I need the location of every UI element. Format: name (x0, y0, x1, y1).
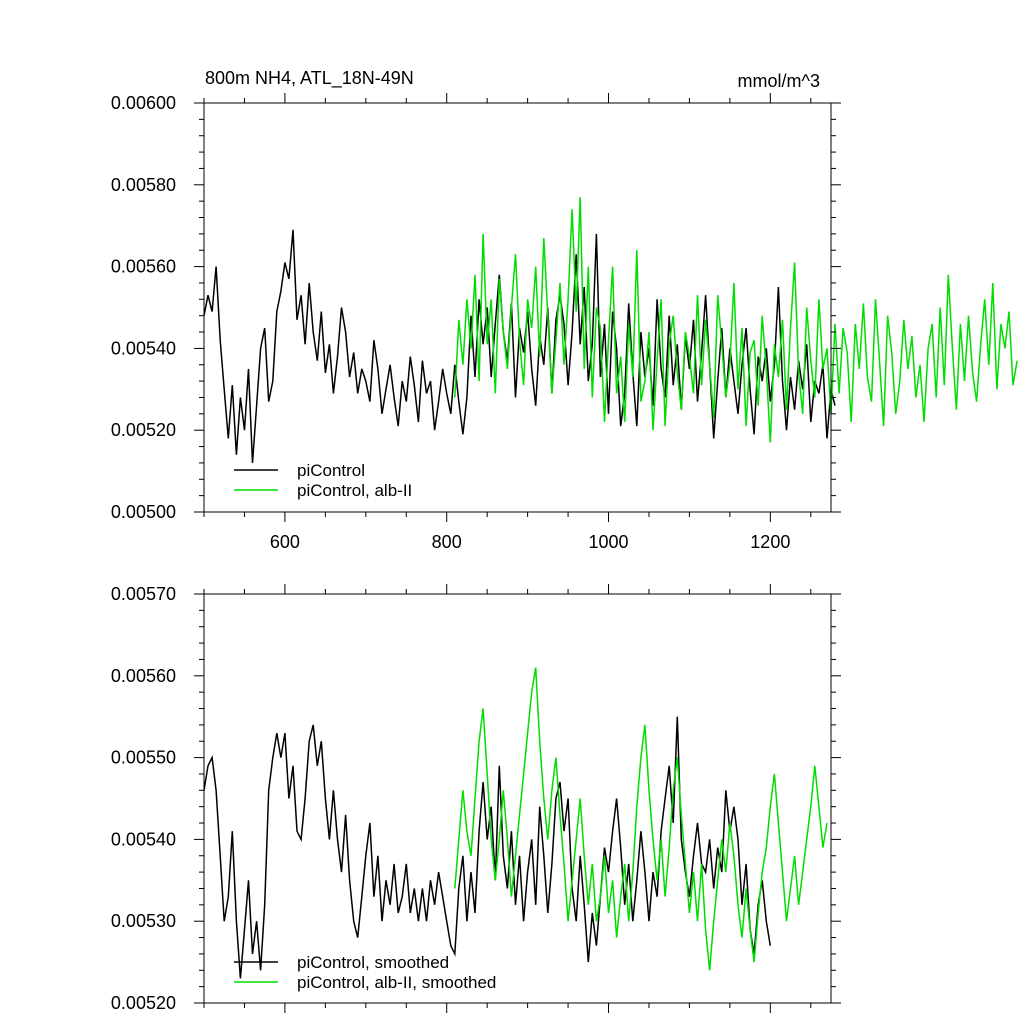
top-x-tick-label: 600 (270, 532, 300, 552)
legend-label-picontrol-smoothed: piControl, smoothed (297, 953, 449, 972)
top-x-tick-label: 1200 (750, 532, 790, 552)
bottom-y-tick-label: 0.00530 (111, 911, 176, 931)
bottom-y-tick-label: 0.00570 (111, 584, 176, 604)
top-x-tick-label: 800 (432, 532, 462, 552)
bottom-axes: 0.00520 0.00530 0.00540 0.00550 0.00560 0.005… (111, 584, 841, 1013)
legend-label-picontrol: piControl (297, 461, 365, 480)
top-y-tick-label: 0.00520 (111, 420, 176, 440)
bottom-y-tick-label: 0.00550 (111, 748, 176, 768)
bottom-legend: piControl, smoothed piControl, alb-II, s… (234, 953, 496, 992)
top-plot: 800m NH4, ATL_18N-49N mmol/m^3 600 800 100… (111, 68, 1018, 552)
bottom-series-group (203, 667, 828, 979)
top-plot-title: 800m NH4, ATL_18N-49N (205, 68, 414, 89)
bottom-y-tick-label: 0.00560 (111, 666, 176, 686)
top-y-tick-label: 0.00540 (111, 338, 176, 358)
bottom-y-tick-label: 0.00540 (111, 829, 176, 849)
top-axes: 600 800 1000 1200 0.00500 0.00520 0.00540 0.005… (111, 93, 841, 552)
top-y-tick-label: 0.00580 (111, 175, 176, 195)
bottom-plot-frame (203, 593, 832, 1004)
bottom-y-tick-label: 0.00520 (111, 993, 176, 1013)
top-plot-frame (203, 102, 832, 513)
bottom-plot: 0.00520 0.00530 0.00540 0.00550 0.00560 0.005… (111, 584, 841, 1013)
bottom-series-line-0 (203, 716, 772, 979)
top-series-line-1 (454, 197, 1018, 443)
top-y-tick-label: 0.00600 (111, 93, 176, 113)
top-series-group (203, 197, 1018, 463)
legend-label-alb-ii: piControl, alb-II (297, 481, 412, 500)
top-y-tick-label: 0.00560 (111, 257, 176, 277)
top-x-tick-label: 1000 (588, 532, 628, 552)
bottom-series-line-1 (454, 667, 828, 971)
top-y-tick-label: 0.00500 (111, 502, 176, 522)
top-plot-units: mmol/m^3 (738, 71, 820, 91)
top-legend: piControl piControl, alb-II (234, 461, 412, 500)
legend-label-alb-ii-smoothed: piControl, alb-II, smoothed (297, 973, 496, 992)
